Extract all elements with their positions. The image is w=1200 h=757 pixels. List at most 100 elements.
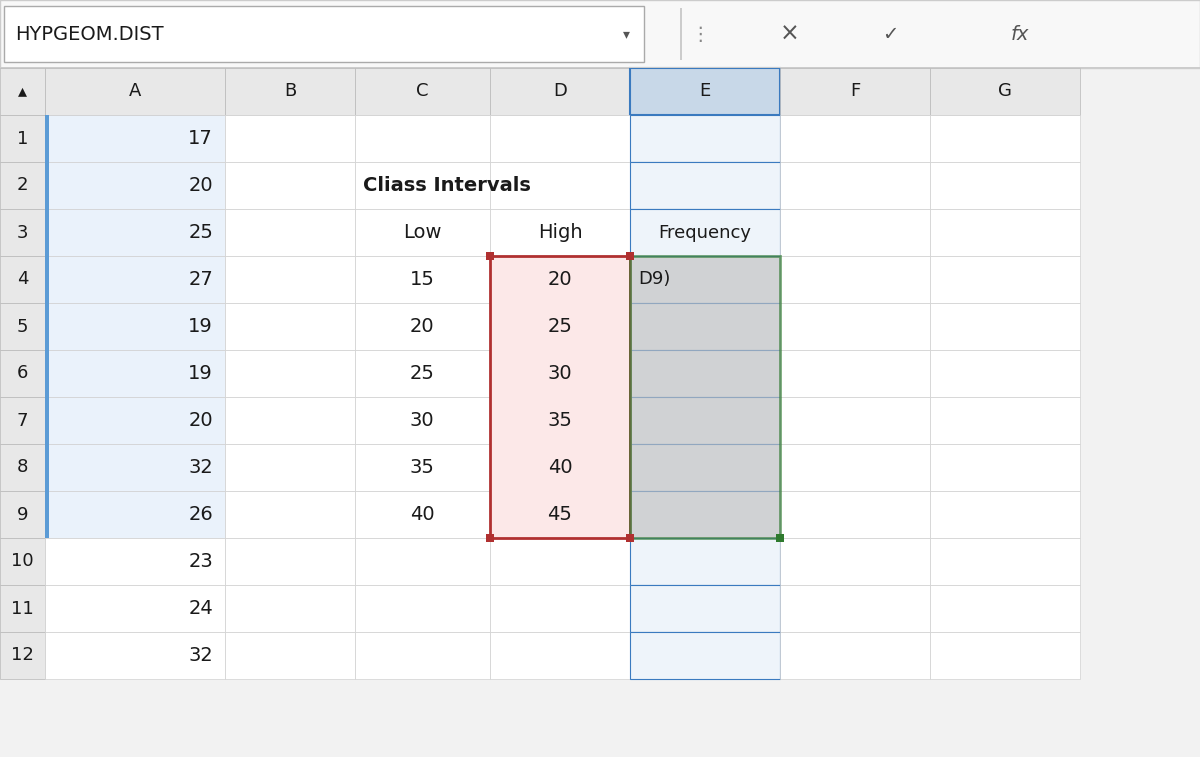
Bar — [930, 350, 1080, 397]
Bar — [486, 534, 494, 542]
Bar — [780, 350, 930, 397]
Bar — [355, 68, 490, 115]
Bar — [0, 444, 46, 491]
Text: 30: 30 — [547, 364, 572, 383]
Text: 10: 10 — [11, 553, 34, 571]
Bar — [780, 397, 930, 444]
Bar — [780, 209, 930, 256]
Text: 30: 30 — [409, 411, 434, 430]
Bar — [930, 209, 1080, 256]
Bar — [930, 115, 1080, 162]
Text: 9: 9 — [17, 506, 29, 524]
Text: ⋮: ⋮ — [690, 24, 709, 43]
Text: 35: 35 — [409, 458, 434, 477]
Text: C: C — [416, 83, 428, 101]
Bar — [0, 585, 46, 632]
Bar — [226, 303, 355, 350]
Bar — [0, 491, 46, 538]
Text: 26: 26 — [188, 505, 214, 524]
Text: 20: 20 — [188, 176, 214, 195]
Bar — [0, 397, 46, 444]
Text: A: A — [128, 83, 142, 101]
Bar — [0, 162, 46, 209]
Bar — [355, 303, 490, 350]
Text: ▾: ▾ — [623, 27, 630, 41]
Text: 19: 19 — [188, 364, 214, 383]
Bar — [46, 538, 226, 585]
Bar — [490, 632, 630, 679]
Text: 20: 20 — [188, 411, 214, 430]
Text: F: F — [850, 83, 860, 101]
Bar — [630, 162, 780, 209]
Bar — [355, 538, 490, 585]
Bar — [490, 444, 630, 491]
Bar — [486, 252, 494, 260]
Bar — [46, 162, 226, 209]
Text: 32: 32 — [188, 646, 214, 665]
Bar — [630, 115, 780, 162]
Bar — [930, 585, 1080, 632]
Bar — [930, 491, 1080, 538]
Bar — [226, 162, 355, 209]
Bar — [930, 444, 1080, 491]
Bar — [780, 538, 930, 585]
Text: 24: 24 — [188, 599, 214, 618]
Bar — [630, 68, 780, 115]
Bar — [46, 209, 226, 256]
Bar — [930, 538, 1080, 585]
Text: Frequency: Frequency — [659, 223, 751, 241]
Bar — [0, 679, 1200, 757]
Bar — [46, 444, 226, 491]
Bar — [930, 397, 1080, 444]
Bar — [226, 585, 355, 632]
Bar — [46, 350, 226, 397]
Bar — [776, 534, 784, 542]
Bar — [0, 0, 1200, 68]
Bar — [355, 585, 490, 632]
Text: 3: 3 — [17, 223, 29, 241]
Bar — [226, 256, 355, 303]
Text: fx: fx — [1010, 24, 1030, 43]
Bar — [0, 115, 46, 162]
Bar — [490, 397, 630, 444]
Text: Low: Low — [403, 223, 442, 242]
Bar — [226, 491, 355, 538]
Bar — [780, 444, 930, 491]
Bar — [780, 632, 930, 679]
Bar — [630, 303, 780, 350]
Bar — [0, 538, 46, 585]
Bar — [226, 115, 355, 162]
Bar — [0, 350, 46, 397]
Text: HYPGEOM.DIST: HYPGEOM.DIST — [14, 24, 163, 43]
Bar — [490, 585, 630, 632]
Bar — [490, 538, 630, 585]
Text: 1: 1 — [17, 129, 28, 148]
Bar — [630, 256, 780, 303]
Bar — [226, 444, 355, 491]
Bar — [630, 585, 780, 632]
Bar — [46, 632, 226, 679]
Text: High: High — [538, 223, 582, 242]
Text: ✓: ✓ — [882, 24, 898, 43]
Bar — [355, 397, 490, 444]
Bar — [0, 632, 46, 679]
Text: 23: 23 — [188, 552, 214, 571]
Text: 8: 8 — [17, 459, 28, 476]
Bar — [46, 585, 226, 632]
Text: 12: 12 — [11, 646, 34, 665]
Bar — [630, 632, 780, 679]
Text: 20: 20 — [547, 270, 572, 289]
Bar — [490, 491, 630, 538]
Bar — [780, 256, 930, 303]
Text: Cliass Intervals: Cliass Intervals — [364, 176, 530, 195]
Bar — [46, 397, 226, 444]
Bar — [355, 209, 490, 256]
Text: 7: 7 — [17, 412, 29, 429]
Text: 40: 40 — [409, 505, 434, 524]
Bar — [226, 350, 355, 397]
Text: 35: 35 — [547, 411, 572, 430]
Bar — [46, 68, 226, 115]
Text: 2: 2 — [17, 176, 29, 195]
Bar — [0, 209, 46, 256]
Bar — [630, 209, 780, 256]
